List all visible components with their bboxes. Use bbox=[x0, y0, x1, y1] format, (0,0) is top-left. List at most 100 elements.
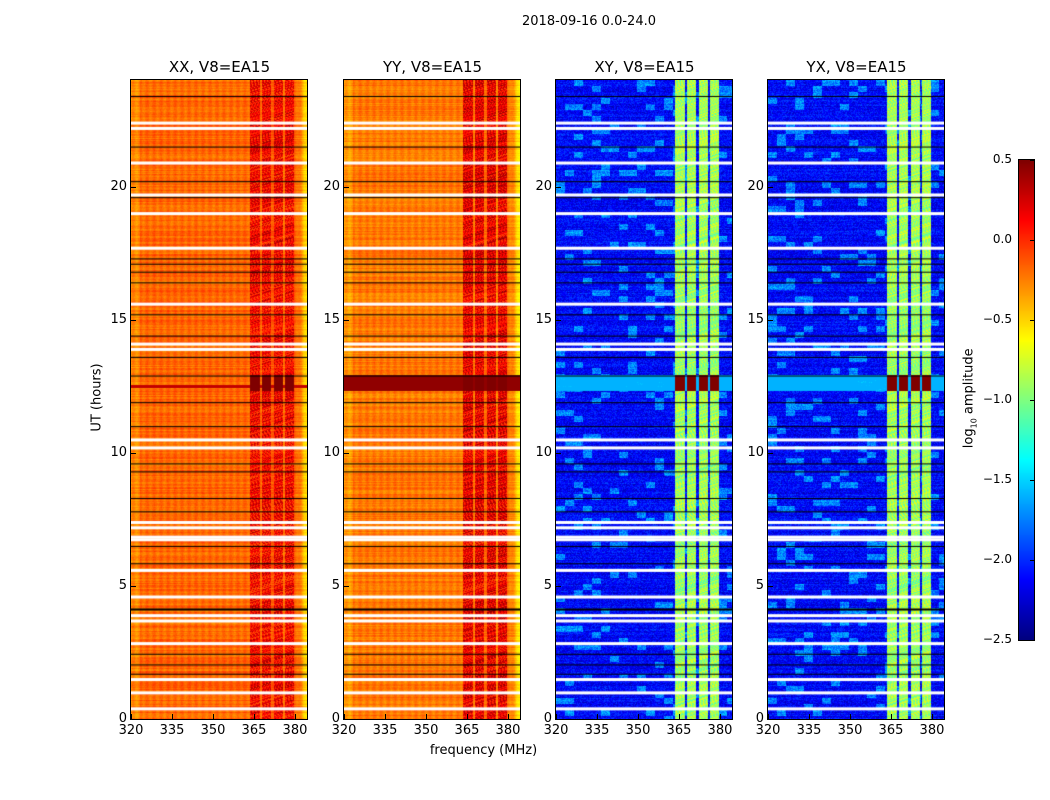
x-tick-label: 365 bbox=[454, 723, 480, 738]
y-axis-label: UT (hours) bbox=[89, 363, 105, 432]
x-tick-mark bbox=[344, 714, 345, 719]
y-tick-label: 10 bbox=[110, 444, 127, 460]
y-tick-mark bbox=[344, 585, 349, 587]
y-tick-label: 10 bbox=[747, 444, 764, 460]
x-tick-label: 335 bbox=[372, 723, 398, 738]
x-tick-label: 380 bbox=[707, 723, 733, 738]
x-tick-mark bbox=[768, 714, 769, 719]
y-tick-mark bbox=[131, 319, 136, 321]
heatmap-panel-xy bbox=[555, 79, 733, 720]
x-tick-mark bbox=[890, 714, 892, 719]
x-tick-mark bbox=[507, 714, 509, 719]
y-tick-label: 5 bbox=[543, 577, 552, 593]
x-tick-mark bbox=[556, 714, 557, 719]
colorbar-label-main: log bbox=[961, 428, 977, 449]
colorbar-tick-label: −1.5 bbox=[982, 472, 1012, 486]
colorbar bbox=[1018, 159, 1035, 641]
y-tick-mark bbox=[556, 186, 561, 188]
x-tick-mark bbox=[678, 714, 680, 719]
y-tick-label: 20 bbox=[747, 178, 764, 194]
colorbar-tick-label: −2.0 bbox=[982, 552, 1012, 566]
x-tick-label: 350 bbox=[837, 723, 863, 738]
x-tick-label: 380 bbox=[282, 723, 308, 738]
colorbar-label-sub: 10 bbox=[969, 418, 979, 429]
x-tick-label: 365 bbox=[241, 723, 267, 738]
y-tick-mark bbox=[768, 186, 773, 188]
x-tick-mark bbox=[294, 714, 296, 719]
x-tick-mark bbox=[131, 714, 132, 719]
colorbar-tick-mark bbox=[1030, 240, 1034, 241]
colorbar-tick-label: −2.5 bbox=[982, 632, 1012, 646]
x-tick-label: 380 bbox=[495, 723, 521, 738]
x-tick-label: 335 bbox=[584, 723, 610, 738]
y-tick-mark bbox=[768, 585, 773, 587]
y-tick-label: 5 bbox=[331, 577, 340, 593]
y-tick-label: 10 bbox=[535, 444, 552, 460]
x-tick-label: 320 bbox=[331, 723, 357, 738]
colorbar-tick-label: −1.0 bbox=[982, 392, 1012, 406]
y-tick-mark bbox=[556, 452, 561, 454]
x-tick-mark bbox=[808, 714, 810, 719]
colorbar-tick-mark bbox=[1030, 400, 1034, 401]
y-tick-mark bbox=[131, 452, 136, 454]
panel-title: XY, V8=EA15 bbox=[594, 58, 695, 76]
y-tick-mark bbox=[131, 585, 136, 587]
y-tick-label: 15 bbox=[110, 311, 127, 327]
figure-title: 2018-09-16 0.0-24.0 bbox=[522, 14, 656, 29]
colorbar-tick-mark bbox=[1030, 560, 1034, 561]
x-tick-mark bbox=[931, 714, 933, 719]
x-tick-mark bbox=[171, 714, 173, 719]
heatmap-image bbox=[556, 80, 732, 719]
heatmap-panel-xx bbox=[130, 79, 308, 720]
x-tick-label: 350 bbox=[200, 723, 226, 738]
colorbar-tick-label: 0.0 bbox=[992, 232, 1012, 246]
y-tick-label: 0 bbox=[118, 711, 127, 726]
y-tick-label: 20 bbox=[323, 178, 340, 194]
heatmap-panel-yx bbox=[767, 79, 945, 720]
y-tick-mark bbox=[768, 719, 773, 720]
x-tick-mark bbox=[253, 714, 255, 719]
colorbar-tick-label: −0.5 bbox=[982, 312, 1012, 326]
y-tick-mark bbox=[344, 319, 349, 321]
x-tick-mark bbox=[637, 714, 639, 719]
y-tick-mark bbox=[131, 186, 136, 188]
x-tick-label: 335 bbox=[159, 723, 185, 738]
y-tick-label: 15 bbox=[323, 311, 340, 327]
x-tick-mark bbox=[596, 714, 598, 719]
y-tick-mark bbox=[556, 585, 561, 587]
x-tick-label: 365 bbox=[666, 723, 692, 738]
y-tick-label: 0 bbox=[543, 711, 552, 726]
x-tick-label: 335 bbox=[796, 723, 822, 738]
y-tick-label: 20 bbox=[535, 178, 552, 194]
y-tick-label: 5 bbox=[118, 577, 127, 593]
y-tick-mark bbox=[556, 319, 561, 321]
heatmap-image bbox=[131, 80, 307, 719]
x-tick-label: 320 bbox=[543, 723, 569, 738]
x-tick-mark bbox=[212, 714, 214, 719]
y-tick-mark bbox=[768, 452, 773, 454]
colorbar-label-rest: amplitude bbox=[961, 348, 977, 419]
x-tick-label: 350 bbox=[625, 723, 651, 738]
x-tick-mark bbox=[719, 714, 721, 719]
y-tick-label: 5 bbox=[755, 577, 764, 593]
y-tick-label: 0 bbox=[755, 711, 764, 726]
colorbar-tick-mark bbox=[1030, 480, 1034, 481]
y-tick-label: 0 bbox=[331, 711, 340, 726]
colorbar-tick-mark bbox=[1030, 160, 1034, 161]
x-tick-mark bbox=[466, 714, 468, 719]
panel-title: XX, V8=EA15 bbox=[168, 58, 271, 76]
heatmap-image bbox=[344, 80, 520, 719]
x-tick-label: 380 bbox=[919, 723, 945, 738]
x-tick-label: 350 bbox=[413, 723, 439, 738]
y-tick-label: 10 bbox=[323, 444, 340, 460]
y-tick-label: 20 bbox=[110, 178, 127, 194]
x-axis-label: frequency (MHz) bbox=[429, 743, 538, 758]
panel-title: YY, V8=EA15 bbox=[382, 58, 483, 76]
x-tick-mark bbox=[849, 714, 851, 719]
colorbar-tick-mark bbox=[1030, 320, 1034, 321]
heatmap-image bbox=[768, 80, 944, 719]
y-tick-label: 15 bbox=[747, 311, 764, 327]
colorbar-tick-mark bbox=[1030, 640, 1034, 641]
y-tick-label: 15 bbox=[535, 311, 552, 327]
